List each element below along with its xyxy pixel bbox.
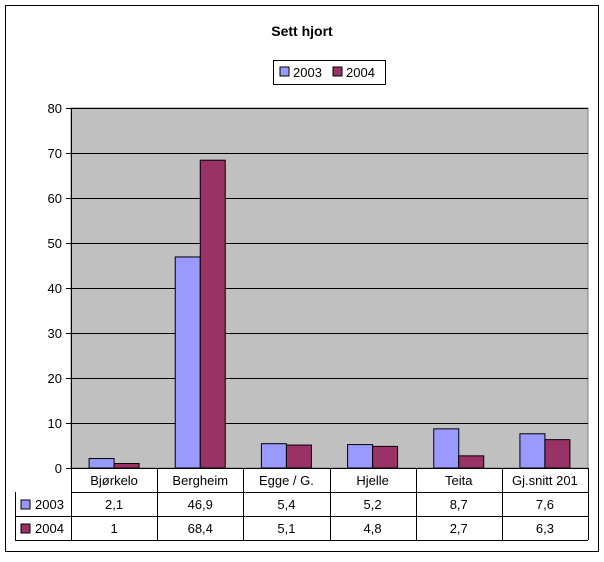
y-tick-label: 60	[48, 191, 62, 206]
data-label: 5,1	[277, 521, 295, 536]
bar-2004-5	[544, 439, 571, 469]
table-series-name: 2004	[35, 521, 64, 536]
y-tick-label: 80	[48, 101, 62, 116]
bar-2004-3	[372, 445, 399, 469]
data-label: 2,1	[105, 497, 123, 512]
y-tick-label: 40	[48, 281, 62, 296]
y-tick-label: 10	[48, 416, 62, 431]
legend-swatch-2004	[332, 66, 343, 77]
bar-2004-1	[199, 159, 226, 469]
data-table: Bjørkelo Bergheim Egge / G. Hjelle Teita Gj.s…	[15, 468, 589, 541]
category-label: Bergheim	[172, 473, 228, 488]
legend-box	[273, 60, 386, 85]
data-label: 5,4	[277, 497, 295, 512]
category-label: Bjørkelo	[90, 473, 138, 488]
legend-label-2003: 2003	[293, 65, 322, 80]
data-label: 5,2	[364, 497, 382, 512]
data-label: 8,7	[450, 497, 468, 512]
table-swatch-2003	[20, 499, 31, 510]
data-label: 1	[110, 521, 117, 536]
bars	[71, 159, 588, 469]
y-tick-label: 70	[48, 146, 62, 161]
legend: 2003 2004	[273, 60, 386, 85]
bar-2004-4	[458, 455, 485, 469]
data-label: 68,4	[188, 521, 213, 536]
category-label: Egge / G.	[259, 473, 314, 488]
bar-2003-0	[88, 458, 115, 469]
bar-2003-1	[174, 256, 201, 469]
bar-2003-2	[260, 443, 287, 469]
data-label: 46,9	[188, 497, 213, 512]
legend-swatch-2003	[279, 66, 290, 77]
y-tick-label: 30	[48, 326, 62, 341]
gridlines	[71, 108, 588, 424]
data-label: 7,6	[536, 497, 554, 512]
y-tick-label: 0	[55, 461, 62, 476]
bar-2003-4	[433, 428, 460, 469]
y-tick-label: 20	[48, 371, 62, 386]
bar-2004-2	[285, 444, 312, 469]
category-label: Teita	[445, 473, 473, 488]
data-label: 6,3	[536, 521, 554, 536]
legend-label-2004: 2004	[346, 65, 375, 80]
data-label: 4,8	[364, 521, 382, 536]
data-label: 2,7	[450, 521, 468, 536]
table-swatch-2004	[20, 523, 31, 534]
bar-2003-5	[519, 433, 546, 469]
category-label: Hjelle	[356, 473, 389, 488]
y-tick-label: 50	[48, 236, 62, 251]
bar-2003-3	[347, 444, 374, 469]
table-series-name: 2003	[35, 497, 64, 512]
category-label: Gj.snitt 201	[512, 473, 578, 488]
y-axis: 0 10 20 30 40 50 60 70 80	[48, 101, 72, 476]
bar-2004-0	[113, 463, 140, 469]
chart-title: Sett hjort	[271, 23, 333, 39]
